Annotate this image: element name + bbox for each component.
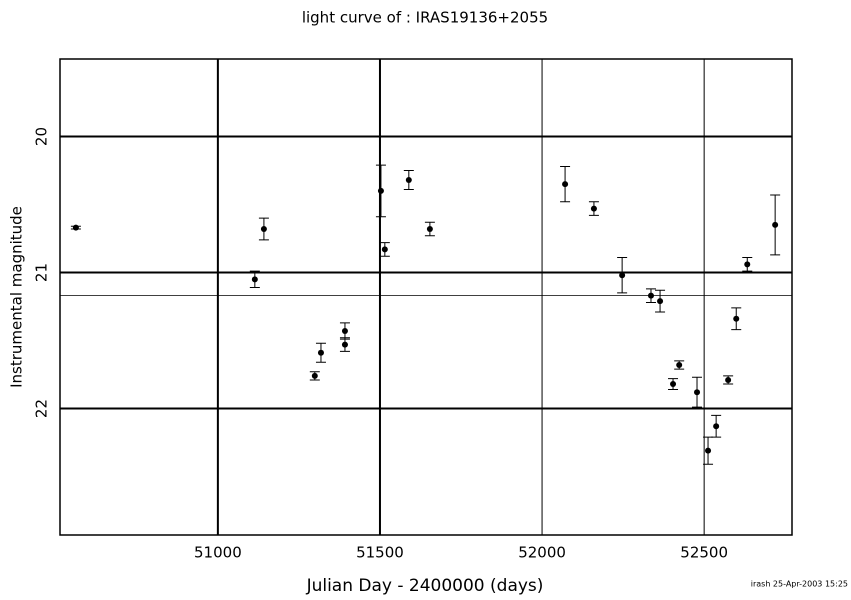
x-tick-label: 51000 [194, 544, 242, 562]
plot-frame [59, 58, 793, 536]
x-axis-label: Julian Day - 2400000 (days) [306, 576, 544, 596]
data-point [733, 315, 740, 322]
data-point [341, 341, 348, 348]
data-point [562, 181, 569, 188]
y-tick-label: 21 [33, 263, 51, 282]
data-point [713, 423, 720, 430]
data-point [694, 389, 701, 396]
data-point [72, 224, 79, 231]
data-point [647, 292, 654, 299]
data-point [676, 362, 683, 368]
data-point [744, 261, 751, 268]
x-tick-label: 52000 [518, 544, 566, 562]
data-point [381, 246, 388, 253]
y-axis-label: Instrumental magnitude [8, 206, 26, 388]
data-point [405, 177, 412, 184]
footnote: irash 25-Apr-2003 15:25 [751, 580, 848, 589]
data-point [251, 276, 258, 283]
y-tick-label: 22 [33, 399, 51, 418]
data-point [619, 272, 626, 279]
data-point [670, 381, 677, 388]
data-point [772, 221, 779, 228]
data-point [705, 447, 712, 454]
data-point [377, 187, 384, 194]
data-point [657, 298, 664, 305]
x-tick-label: 52500 [680, 544, 728, 562]
data-point [341, 328, 348, 334]
data-point [426, 226, 433, 232]
data-point [590, 205, 597, 212]
data-point [311, 372, 318, 379]
data-point [725, 376, 732, 383]
data-point [317, 349, 324, 356]
chart-title: light curve of : IRAS19136+2055 [302, 9, 548, 27]
y-tick-label: 20 [33, 127, 51, 146]
data-point [260, 226, 267, 232]
x-tick-label: 51500 [356, 544, 404, 562]
